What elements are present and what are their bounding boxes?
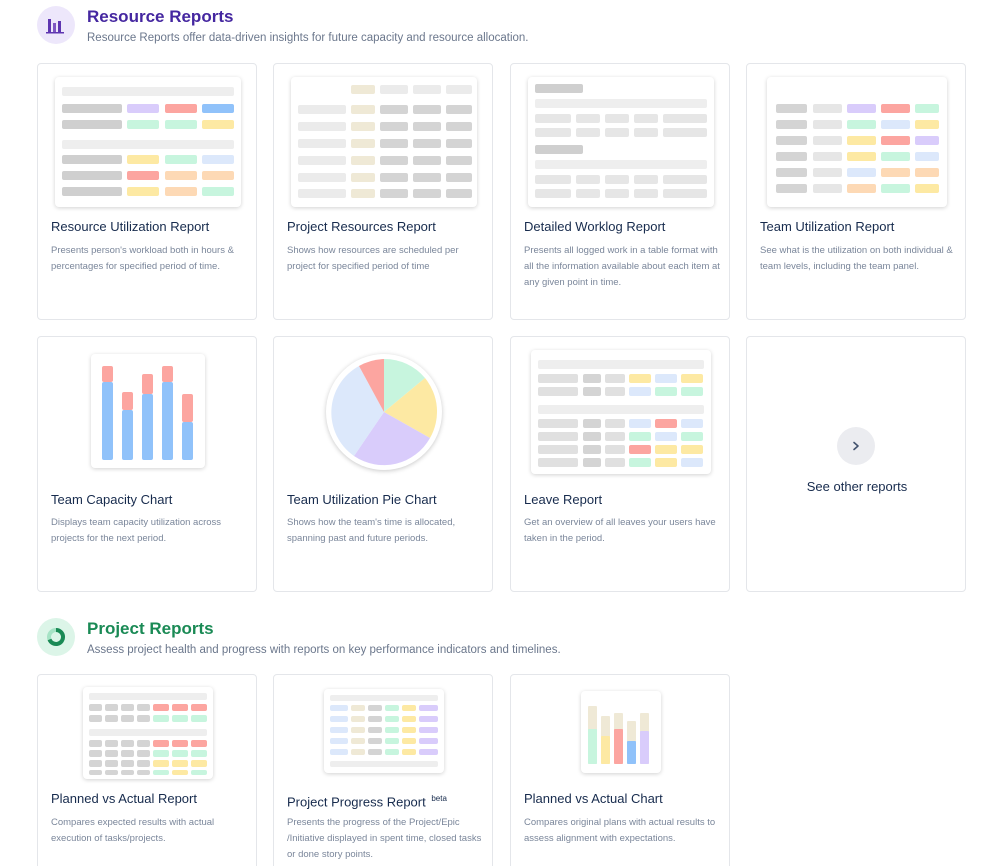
chevron-right-icon[interactable] bbox=[837, 427, 875, 465]
project-resources-thumbnail bbox=[291, 77, 477, 207]
project-progress-report-card[interactable]: Project Progress Report beta Presents th… bbox=[273, 674, 493, 866]
leave-report-card[interactable]: Leave Report Get an overview of all leav… bbox=[510, 336, 730, 592]
card-description: See what is the utilization on both indi… bbox=[760, 245, 953, 272]
card-description: Get an overview of all leaves your users… bbox=[524, 517, 716, 544]
planned-vs-actual-chart-thumbnail bbox=[581, 691, 661, 773]
bar-chart-icon bbox=[37, 6, 75, 44]
resource-utilization-report-card[interactable]: Resource Utilization Report Presents per… bbox=[37, 63, 257, 320]
card-title-text: Project Progress Report bbox=[287, 794, 426, 810]
team-capacity-thumbnail bbox=[91, 354, 205, 468]
card-description: Shows how resources are scheduled per pr… bbox=[287, 245, 459, 272]
resource-reports-title: Resource Reports bbox=[87, 7, 234, 26]
planned-vs-actual-report-card[interactable]: Planned vs Actual Report Compares expect… bbox=[37, 674, 257, 866]
planned-vs-actual-chart-card[interactable]: Planned vs Actual Chart Compares origina… bbox=[510, 674, 730, 866]
team-capacity-chart-card[interactable]: Team Capacity Chart Displays team capaci… bbox=[37, 336, 257, 592]
see-other-reports-card[interactable]: See other reports bbox=[746, 336, 966, 592]
see-other-reports-label: See other reports bbox=[806, 479, 908, 494]
card-title: Planned vs Actual Chart bbox=[524, 791, 663, 806]
card-title: Detailed Worklog Report bbox=[524, 219, 666, 234]
card-title: Project Progress Report beta bbox=[287, 794, 447, 809]
leave-report-thumbnail bbox=[531, 350, 711, 474]
card-title: Project Resources Report bbox=[287, 219, 436, 234]
card-description: Compares expected results with actual ex… bbox=[51, 817, 215, 844]
project-progress-thumbnail bbox=[324, 689, 444, 773]
project-resources-report-card[interactable]: Project Resources Report Shows how resou… bbox=[273, 63, 493, 320]
detailed-worklog-thumbnail bbox=[528, 77, 714, 207]
card-title: Team Capacity Chart bbox=[51, 492, 173, 507]
resource-utilization-thumbnail bbox=[55, 77, 241, 207]
card-title: Leave Report bbox=[524, 492, 603, 507]
team-utilization-pie-thumbnail bbox=[326, 354, 442, 470]
card-title: Planned vs Actual Report bbox=[51, 791, 197, 806]
resource-reports-subtitle: Resource Reports offer data-driven insig… bbox=[87, 32, 529, 44]
card-description: Presents all logged work in a table form… bbox=[524, 245, 720, 288]
card-description: Shows how the team's time is allocated, … bbox=[287, 517, 456, 544]
project-reports-title: Project Reports bbox=[87, 619, 214, 638]
card-title: Team Utilization Report bbox=[760, 219, 895, 234]
detailed-worklog-report-card[interactable]: Detailed Worklog Report Presents all log… bbox=[510, 63, 730, 320]
team-utilization-pie-chart-card[interactable]: Team Utilization Pie Chart Shows how the… bbox=[273, 336, 493, 592]
card-description: Compares original plans with actual resu… bbox=[524, 817, 716, 844]
card-description: Displays team capacity utilization acros… bbox=[51, 517, 222, 544]
card-description: Presents the progress of the Project/Epi… bbox=[287, 817, 482, 860]
planned-vs-actual-thumbnail bbox=[83, 687, 213, 779]
card-title: Resource Utilization Report bbox=[51, 219, 210, 234]
team-utilization-thumbnail bbox=[767, 77, 947, 207]
donut-chart-icon bbox=[37, 618, 75, 656]
team-utilization-report-card[interactable]: Team Utilization Report See what is the … bbox=[746, 63, 966, 320]
card-description: Presents person's workload both in hours… bbox=[51, 245, 234, 272]
beta-badge: beta bbox=[431, 794, 447, 803]
card-title: Team Utilization Pie Chart bbox=[287, 492, 437, 507]
project-reports-subtitle: Assess project health and progress with … bbox=[87, 644, 561, 656]
